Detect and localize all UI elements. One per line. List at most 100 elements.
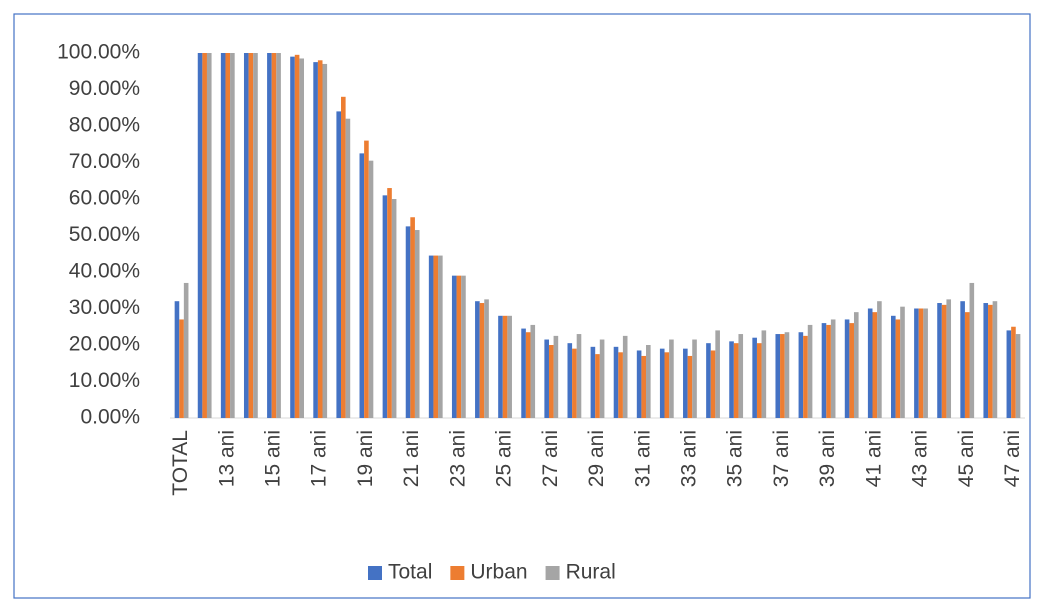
bar xyxy=(183,282,189,418)
bar xyxy=(715,330,720,418)
bar xyxy=(664,352,670,418)
bar xyxy=(253,53,258,418)
bar xyxy=(826,324,831,418)
bar xyxy=(317,60,323,419)
bar xyxy=(451,275,457,418)
bar xyxy=(230,53,235,418)
bar xyxy=(359,153,365,418)
legend-label: Rural xyxy=(566,561,616,584)
bar xyxy=(507,315,512,418)
bar xyxy=(174,301,180,418)
y-tick-label: 50.00% xyxy=(69,223,140,246)
x-tick-label: 35 ani xyxy=(724,430,747,487)
bar xyxy=(276,53,281,418)
bar xyxy=(872,312,878,418)
bar xyxy=(567,343,573,418)
bar xyxy=(387,188,392,418)
bar xyxy=(891,315,896,418)
bar xyxy=(784,332,790,418)
bar xyxy=(867,308,873,418)
bar xyxy=(271,53,277,418)
bar xyxy=(1015,334,1021,418)
bar xyxy=(618,352,623,418)
bar xyxy=(914,308,919,418)
y-tick-label: 90.00% xyxy=(69,77,140,100)
x-tick-label: 45 ani xyxy=(955,430,978,487)
bar xyxy=(646,345,651,418)
bar xyxy=(761,330,767,418)
bar xyxy=(821,323,827,418)
bar xyxy=(345,118,351,418)
bar xyxy=(248,53,254,418)
bar xyxy=(456,275,462,418)
y-tick-label: 10.00% xyxy=(69,369,140,392)
x-tick-label: 25 ani xyxy=(493,430,516,487)
y-tick-label: 0.00% xyxy=(80,406,140,429)
bar xyxy=(1006,330,1012,418)
bar xyxy=(613,346,619,418)
bar xyxy=(433,255,439,418)
bar xyxy=(498,315,503,418)
bar xyxy=(599,339,605,418)
x-tick-label: 17 ani xyxy=(308,430,331,487)
x-tick-label: TOTAL xyxy=(169,430,192,496)
bar xyxy=(969,282,975,418)
bar xyxy=(803,335,808,418)
bar xyxy=(729,341,734,418)
bar xyxy=(853,312,859,418)
bar xyxy=(544,339,549,418)
bar xyxy=(900,306,905,418)
chart-border xyxy=(13,13,1031,599)
bar xyxy=(391,199,397,418)
bar xyxy=(659,348,665,418)
bar xyxy=(479,303,485,418)
bar xyxy=(197,53,203,418)
y-tick-label: 20.00% xyxy=(69,333,140,356)
bar xyxy=(530,324,536,418)
x-tick-label: 37 ani xyxy=(770,430,793,487)
bar xyxy=(877,301,882,418)
bar xyxy=(988,304,993,418)
bar xyxy=(405,226,411,418)
bar xyxy=(225,53,231,418)
x-tick-label: 23 ani xyxy=(446,430,469,487)
legend-swatch xyxy=(368,566,382,580)
bar xyxy=(590,346,596,418)
bar xyxy=(502,315,508,418)
bar xyxy=(428,255,434,418)
bar xyxy=(669,339,674,418)
bar xyxy=(382,195,388,418)
x-tick-label: 39 ani xyxy=(816,430,839,487)
bar xyxy=(572,348,577,418)
x-tick-label: 31 ani xyxy=(631,430,654,487)
bar xyxy=(692,339,697,418)
bar xyxy=(937,303,942,418)
bar xyxy=(636,350,642,418)
bar xyxy=(243,53,249,418)
x-tick-label: 33 ani xyxy=(677,430,700,487)
legend-label: Urban xyxy=(470,561,527,584)
y-tick-label: 70.00% xyxy=(69,150,140,173)
bar xyxy=(983,303,989,418)
x-tick-label: 15 ani xyxy=(262,430,285,487)
bar xyxy=(525,332,531,418)
bar xyxy=(414,230,420,418)
bar xyxy=(992,301,998,418)
bar xyxy=(683,348,688,418)
bar xyxy=(918,308,924,418)
bar xyxy=(548,345,554,418)
bar xyxy=(844,319,850,418)
bar xyxy=(895,319,901,418)
legend-label: Total xyxy=(388,561,432,584)
bar xyxy=(830,319,836,418)
x-tick-label: 41 ani xyxy=(862,430,885,487)
bar xyxy=(206,53,212,418)
bar xyxy=(752,337,757,418)
bar xyxy=(738,334,744,418)
bar xyxy=(687,355,693,418)
legend-swatch xyxy=(545,566,560,580)
x-tick-label: 29 ani xyxy=(585,430,608,487)
bar xyxy=(960,301,965,418)
